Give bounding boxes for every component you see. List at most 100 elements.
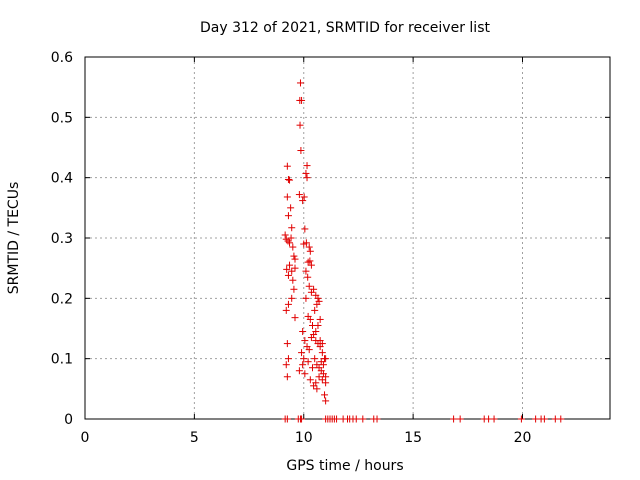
data-point (322, 379, 330, 387)
data-point (540, 415, 548, 423)
data-point (313, 385, 321, 393)
data-point (303, 174, 311, 182)
chart-title: Day 312 of 2021, SRMTID for receiver lis… (200, 20, 490, 36)
data-point (282, 361, 290, 369)
data-point (450, 415, 458, 423)
data-point (311, 355, 319, 363)
data-point (305, 346, 313, 354)
data-point (352, 415, 360, 423)
data-point (283, 415, 291, 423)
x-tick-label: 10 (295, 430, 313, 446)
data-point (288, 224, 296, 232)
data-point (303, 162, 311, 170)
data-point (318, 349, 326, 357)
data-point (300, 240, 308, 248)
data-point (322, 397, 330, 405)
data-point (321, 391, 329, 399)
data-point (316, 315, 324, 323)
y-tick-label: 0.1 (51, 352, 73, 368)
data-point (318, 376, 326, 384)
data-point (296, 79, 304, 87)
data-point (305, 282, 313, 290)
y-tick-label: 0.2 (51, 291, 73, 307)
data-point (306, 315, 314, 323)
data-point (300, 193, 308, 201)
data-point (289, 243, 297, 251)
y-axis-title: SRMTID / TECUs (6, 182, 22, 295)
data-point (490, 415, 498, 423)
data-point (288, 267, 296, 275)
data-point (301, 225, 309, 233)
data-point (290, 252, 298, 260)
axis-ticks: 0 5 10 15 20 0 0.1 0.2 0.3 0.4 0.5 0.6 (51, 50, 610, 446)
data-point (307, 261, 315, 269)
data-point (304, 358, 312, 366)
data-point (322, 373, 330, 381)
x-tick-label: 5 (190, 430, 199, 446)
data-point (305, 243, 313, 251)
data-point (517, 415, 525, 423)
data-point (287, 204, 295, 212)
data-point (318, 340, 326, 348)
data-point (284, 300, 292, 308)
data-point (289, 276, 297, 284)
data-point (291, 264, 299, 272)
y-tick-label: 0 (64, 412, 73, 428)
data-point (284, 271, 292, 279)
data-point (306, 376, 314, 384)
data-point (287, 234, 295, 242)
data-point (286, 239, 294, 247)
x-axis-title: GPS time / hours (286, 458, 403, 474)
data-point (283, 162, 291, 170)
grid-lines (85, 57, 610, 419)
data-point (290, 285, 298, 293)
y-tick-label: 0.5 (51, 110, 73, 126)
data-point (306, 257, 314, 265)
data-point (288, 294, 296, 302)
data-points (281, 79, 565, 423)
data-point (284, 212, 292, 220)
data-point (373, 415, 381, 423)
data-point (283, 340, 291, 348)
data-point (302, 294, 310, 302)
data-point (299, 328, 307, 336)
data-point (319, 361, 327, 369)
data-point (302, 267, 310, 275)
data-point (291, 255, 299, 263)
data-point (322, 355, 330, 363)
data-point (314, 294, 322, 302)
data-point (299, 197, 307, 205)
data-point (557, 415, 565, 423)
data-point (301, 370, 309, 378)
data-point (283, 373, 291, 381)
data-point (302, 169, 310, 177)
data-point (310, 285, 318, 293)
y-tick-label: 0.4 (51, 171, 73, 187)
data-point (284, 355, 292, 363)
data-point (311, 306, 319, 314)
data-point (284, 175, 292, 183)
data-point (314, 321, 322, 329)
x-tick-label: 20 (514, 430, 532, 446)
data-point (298, 349, 306, 357)
data-point (333, 415, 341, 423)
data-point (283, 193, 291, 201)
data-point (296, 121, 304, 129)
data-point (298, 415, 306, 423)
data-point (286, 176, 294, 184)
data-point (309, 364, 316, 372)
data-point (310, 382, 318, 390)
data-point (284, 237, 292, 245)
data-point (306, 247, 314, 255)
y-tick-label: 0.3 (51, 231, 73, 247)
data-point (359, 415, 367, 423)
x-tick-label: 15 (404, 430, 422, 446)
data-point (295, 367, 303, 375)
data-point (297, 147, 305, 155)
data-point (456, 415, 464, 423)
data-point (315, 373, 323, 381)
data-point (281, 231, 289, 239)
data-point (282, 235, 290, 243)
